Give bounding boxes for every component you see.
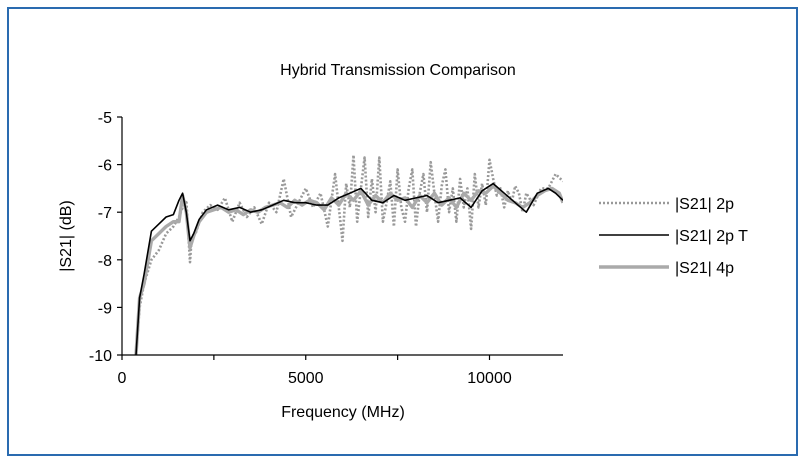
series-line-2 [134,184,563,355]
y-axis-label: |S21| (dB) [58,200,75,271]
x-tick-label: 10000 [467,370,512,387]
y-tick-label: -5 [98,110,112,127]
y-tick-label: -9 [98,300,112,317]
y-tick-label: -10 [89,348,112,365]
y-tick-label: -7 [98,205,112,222]
x-axis-label: Frequency (MHz) [281,404,405,421]
chart-title: Hybrid Transmission Comparison [280,62,516,79]
legend-label-1: |S21| 2p T [675,228,748,245]
series-line-0 [134,153,563,355]
legend-label-2: |S21| 4p [675,260,734,277]
y-tick-label: -8 [98,253,112,270]
legend: |S21| 2p |S21| 2p T |S21| 4p [599,196,748,277]
x-tick-label: 0 [118,370,127,387]
x-tick-label: 5000 [288,370,324,387]
series-line-1 [135,182,563,355]
chart-svg: Hybrid Transmission Comparison -10 -9 -8 -7… [58,62,748,421]
plot-area [134,153,563,355]
legend-label-0: |S21| 2p [675,196,734,213]
y-tick-label: -6 [98,158,112,175]
axis-ticks: -10 -9 -8 -7 -6 -5 0 5000 10000 [89,110,563,387]
chart-frame: Hybrid Transmission Comparison -10 -9 -8 -7… [7,7,798,456]
